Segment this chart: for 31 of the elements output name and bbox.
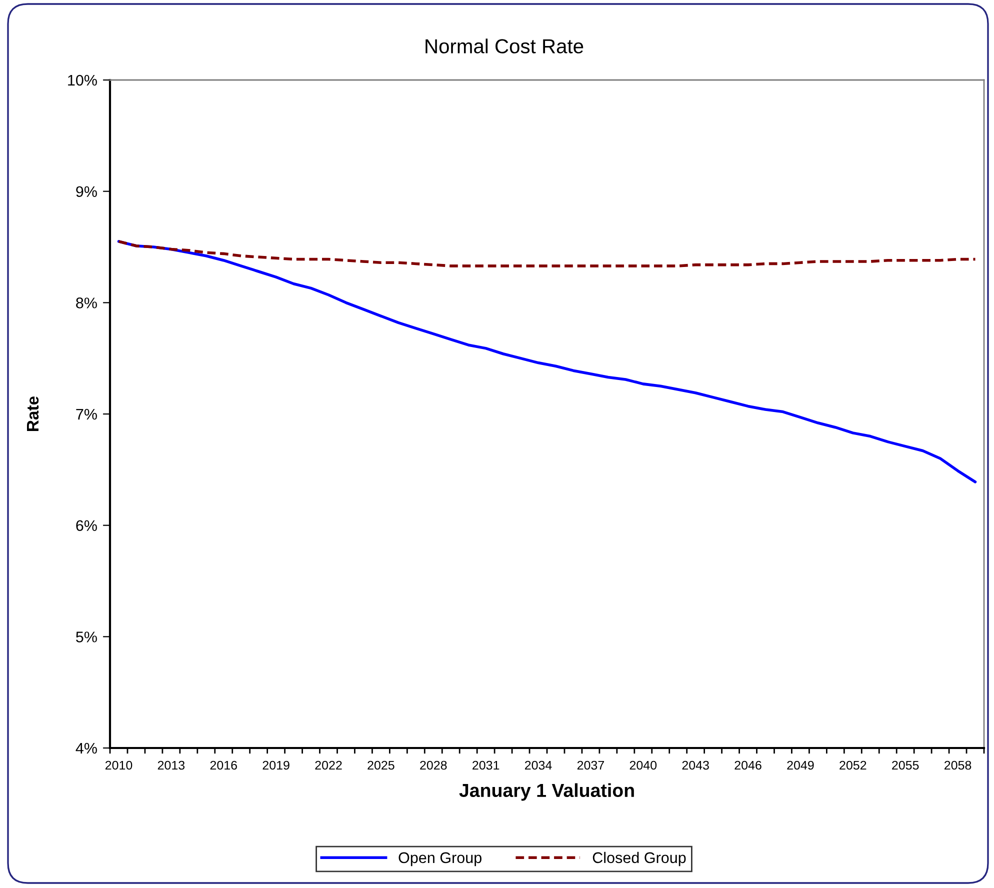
x-tick-label: 2052 — [840, 760, 866, 770]
x-tick-label: 2046 — [734, 760, 762, 770]
x-tick-label: 2031 — [472, 760, 500, 770]
y-tick-label: 5% — [76, 632, 97, 642]
x-axis-title: January 1 Valuation — [459, 783, 634, 801]
line-series — [117, 240, 977, 484]
x-tick-label: 2016 — [210, 760, 237, 770]
y-tick-label: 7% — [76, 408, 97, 420]
x-tick-label: 2010 — [105, 760, 132, 770]
legend-label: Closed Group — [592, 852, 686, 866]
x-tick-label: 2043 — [682, 760, 709, 770]
x-tick-label: 2013 — [158, 760, 185, 770]
y-tick-label: 6% — [76, 520, 97, 532]
line-series — [117, 240, 977, 268]
x-tick-label: 2019 — [262, 760, 290, 770]
y-tick-label: 4% — [76, 742, 97, 754]
x-tick-label: 2037 — [577, 760, 604, 770]
x-tick-label: 2049 — [787, 760, 814, 770]
y-tick-label: 10% — [68, 74, 97, 86]
y-tick-label: 8% — [76, 298, 97, 308]
chart-title: Normal Cost Rate — [426, 38, 584, 54]
x-tick-label: 2055 — [892, 760, 919, 770]
legend-label: Open Group — [398, 852, 482, 866]
x-tick-label: 2028 — [420, 760, 447, 770]
x-tick-label: 2040 — [630, 760, 657, 770]
y-tick-label: 9% — [76, 186, 97, 198]
x-tick-label: 2025 — [368, 760, 394, 770]
x-tick-label: 2022 — [315, 760, 342, 770]
x-tick-label: 2034 — [524, 760, 552, 770]
x-tick-label: 2058 — [944, 760, 972, 770]
y-axis-title: Rate — [27, 396, 39, 431]
